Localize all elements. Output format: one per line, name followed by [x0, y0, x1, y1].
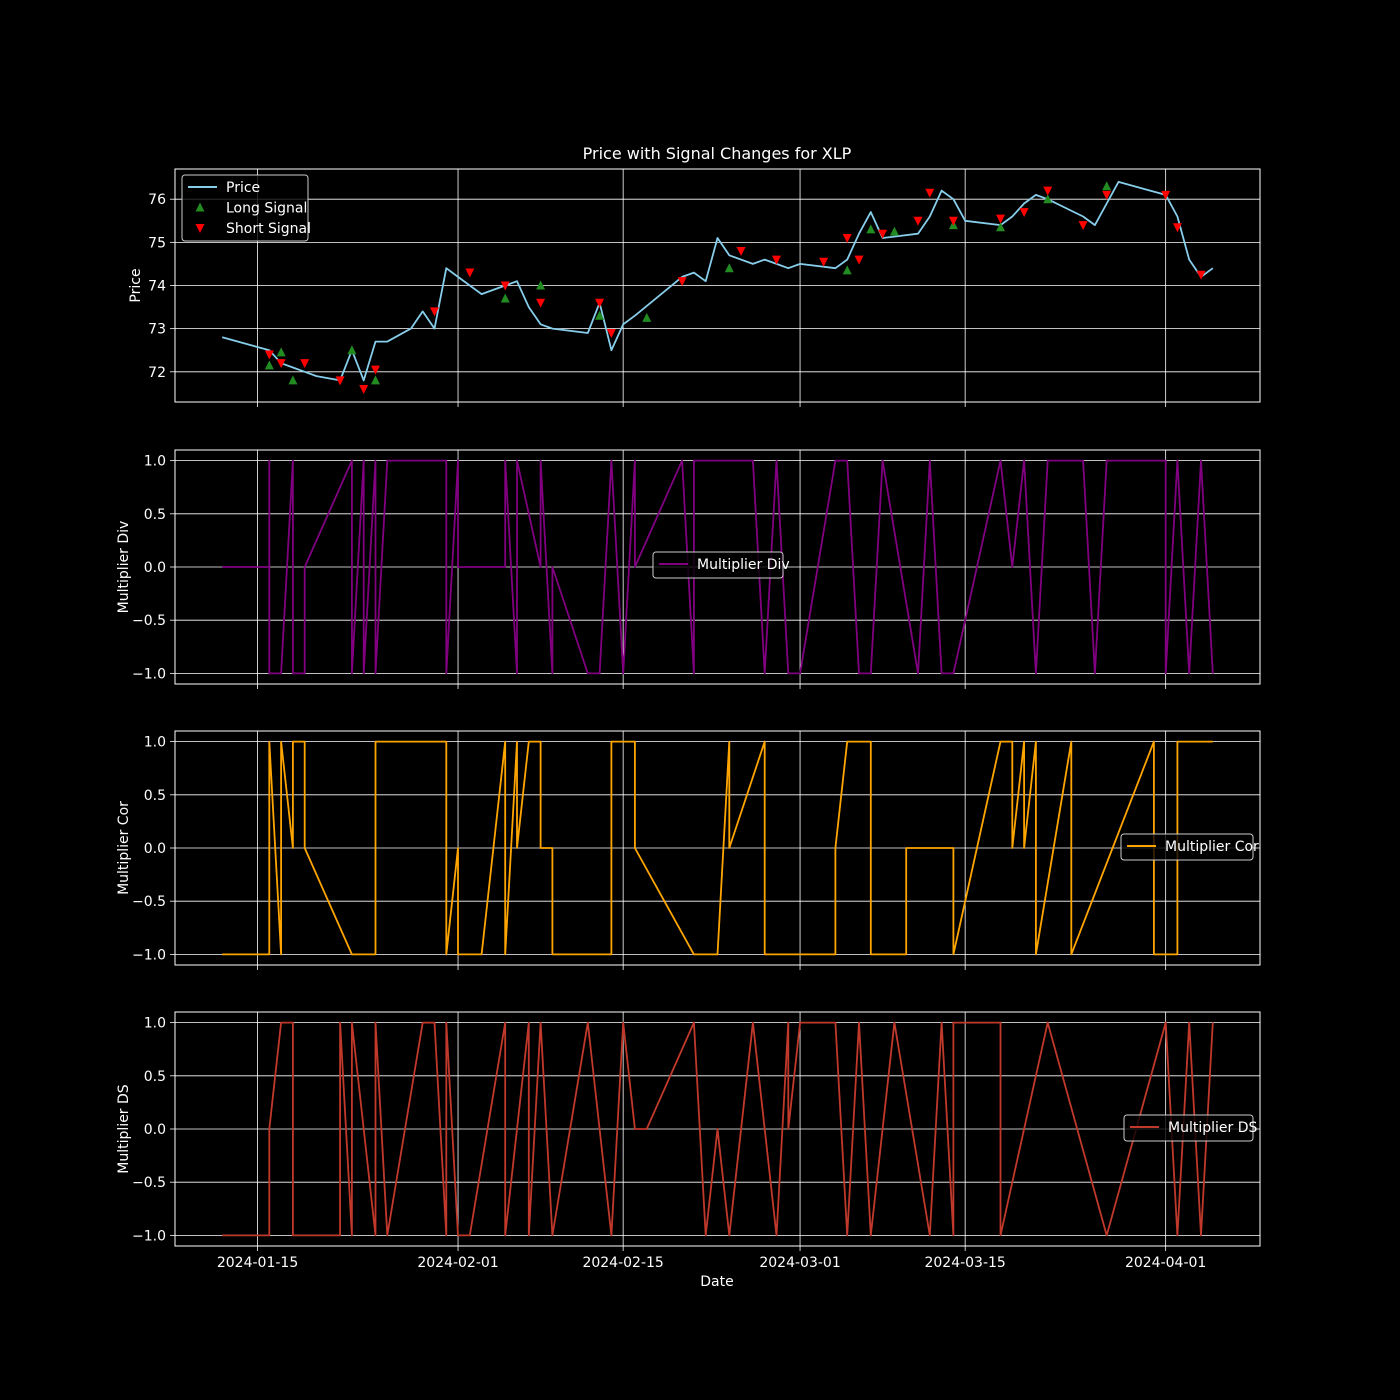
- y-axis-label: Multiplier Cor: [116, 801, 132, 895]
- y-tick-label: 0.0: [144, 1122, 166, 1138]
- y-tick-label: 0.0: [144, 841, 166, 857]
- y-tick-label: 74: [148, 279, 166, 295]
- legend-label: Multiplier Div: [697, 557, 790, 573]
- x-tick-label: 2024-02-01: [417, 1255, 498, 1271]
- y-axis-label: Multiplier DS: [116, 1084, 132, 1173]
- x-tick-label: 2024-03-15: [924, 1255, 1005, 1271]
- y-tick-label: 1.0: [144, 454, 166, 470]
- legend: Multiplier DS: [1124, 1115, 1257, 1141]
- y-axis-label: Multiplier Div: [116, 521, 132, 614]
- y-tick-label: 1.0: [144, 735, 166, 751]
- y-tick-label: −0.5: [132, 1175, 166, 1191]
- y-tick-label: −0.5: [132, 613, 166, 629]
- y-tick-label: −1.0: [132, 947, 166, 963]
- y-tick-label: 0.5: [144, 788, 166, 804]
- legend-label: Price: [226, 180, 260, 196]
- legend-label: Multiplier Cor: [1165, 839, 1259, 855]
- x-tick-label: 2024-02-15: [582, 1255, 663, 1271]
- x-tick-label: 2024-01-15: [217, 1255, 298, 1271]
- x-axis-label: Date: [700, 1274, 733, 1290]
- y-tick-label: −1.0: [132, 666, 166, 682]
- y-tick-label: −0.5: [132, 894, 166, 910]
- legend-label: Short Signal: [226, 221, 311, 237]
- legend: Multiplier Cor: [1121, 834, 1259, 860]
- y-tick-label: 0.5: [144, 1069, 166, 1085]
- y-tick-label: 72: [148, 365, 166, 381]
- y-tick-label: 0.5: [144, 507, 166, 523]
- figure-title: Price with Signal Changes for XLP: [583, 144, 852, 163]
- y-tick-label: 1.0: [144, 1016, 166, 1032]
- legend-label: Multiplier DS: [1168, 1120, 1257, 1136]
- x-tick-label: 2024-03-01: [759, 1255, 840, 1271]
- legend: Price Long Signal Short Signal: [182, 175, 311, 241]
- x-tick-label: 2024-04-01: [1125, 1255, 1206, 1271]
- y-tick-label: 73: [148, 322, 166, 338]
- y-tick-label: 0.0: [144, 560, 166, 576]
- y-tick-label: 76: [148, 192, 166, 208]
- y-tick-label: 75: [148, 235, 166, 251]
- legend: Multiplier Div: [653, 552, 790, 578]
- y-axis-label: Price: [128, 268, 144, 302]
- legend-label: Long Signal: [226, 201, 307, 217]
- y-tick-label: −1.0: [132, 1228, 166, 1244]
